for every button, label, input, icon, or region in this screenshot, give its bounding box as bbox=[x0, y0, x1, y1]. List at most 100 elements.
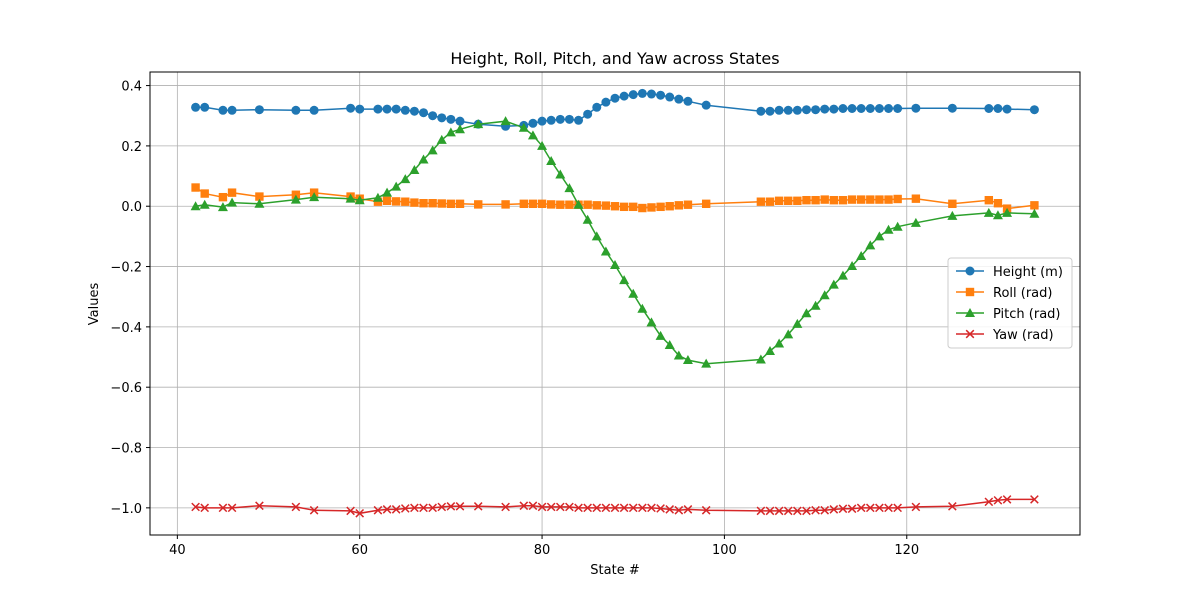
roll-point bbox=[911, 194, 921, 203]
height-point bbox=[665, 92, 675, 102]
roll-point bbox=[893, 194, 902, 204]
pitch-point bbox=[1002, 207, 1013, 217]
height-point bbox=[437, 113, 447, 123]
x-tick-label: 40 bbox=[169, 543, 186, 558]
y-tick-label: −0.4 bbox=[110, 321, 142, 336]
yaw-point bbox=[1002, 495, 1012, 504]
yaw-point bbox=[884, 503, 893, 513]
pitch-point bbox=[910, 217, 921, 227]
legend-entry-yaw: Yaw (rad) bbox=[956, 328, 1054, 343]
legend-swatch-marker bbox=[965, 329, 975, 339]
pitch-point bbox=[573, 199, 584, 209]
yaw-point bbox=[829, 505, 839, 514]
pitch-point bbox=[1029, 208, 1040, 218]
yaw-point bbox=[811, 505, 820, 515]
pitch-point bbox=[527, 130, 538, 140]
pitch-point bbox=[673, 350, 684, 360]
yaw-point bbox=[546, 502, 556, 512]
height-point bbox=[564, 114, 574, 124]
roll-point bbox=[829, 195, 839, 205]
pitch-point bbox=[564, 183, 575, 193]
pitch-point bbox=[591, 231, 602, 241]
pitch-point bbox=[801, 308, 812, 318]
pitch-point bbox=[227, 197, 238, 207]
roll-point bbox=[784, 196, 793, 205]
roll-point bbox=[774, 196, 784, 205]
yaw-point bbox=[400, 504, 410, 513]
y-tick-label: 0.0 bbox=[121, 200, 142, 215]
yaw-point bbox=[856, 503, 866, 513]
height-point bbox=[820, 104, 830, 114]
roll-point bbox=[519, 199, 529, 209]
pitch-point bbox=[418, 154, 429, 164]
height-point bbox=[701, 100, 711, 110]
pitch-point bbox=[518, 122, 529, 132]
pitch-point bbox=[473, 119, 484, 129]
pitch-point bbox=[290, 194, 301, 204]
pitch-point bbox=[774, 338, 785, 348]
pitch-point bbox=[847, 260, 858, 270]
yaw-point bbox=[847, 504, 857, 514]
roll-point bbox=[884, 195, 893, 204]
roll-point bbox=[866, 195, 875, 204]
roll-point bbox=[820, 195, 829, 204]
yaw-point bbox=[446, 502, 456, 511]
height-point bbox=[191, 102, 201, 112]
yaw-point bbox=[373, 505, 383, 515]
roll-point bbox=[255, 192, 264, 201]
yaw-point bbox=[191, 502, 200, 512]
pitch-point bbox=[828, 279, 839, 289]
x-tick-label: 60 bbox=[351, 543, 368, 558]
roll-point bbox=[665, 202, 674, 211]
yaw-point bbox=[355, 508, 365, 518]
height-point bbox=[774, 105, 784, 115]
roll-point bbox=[556, 200, 565, 209]
roll-point bbox=[838, 195, 848, 205]
pitch-point bbox=[455, 124, 465, 134]
legend-swatch-marker bbox=[965, 308, 975, 317]
height-point bbox=[428, 111, 438, 121]
yaw-point bbox=[200, 503, 210, 513]
yaw-point bbox=[647, 503, 656, 513]
height-point bbox=[218, 105, 228, 115]
pitch-point bbox=[436, 134, 447, 144]
roll-point bbox=[391, 197, 401, 206]
axes-frame bbox=[149, 71, 1081, 536]
y-tick-label: −1.0 bbox=[110, 502, 142, 517]
pitch-point bbox=[755, 354, 766, 364]
yaw-point bbox=[993, 495, 1003, 505]
roll-point bbox=[765, 197, 775, 206]
yaw-point bbox=[574, 503, 583, 513]
legend-entry-roll: Roll (rad) bbox=[956, 286, 1052, 301]
roll-point bbox=[993, 199, 1003, 208]
pitch-point bbox=[445, 127, 456, 137]
height-point bbox=[756, 106, 766, 116]
legend-entry-pitch: Pitch (rad) bbox=[956, 307, 1061, 322]
roll-point bbox=[674, 201, 684, 210]
pitch-point bbox=[199, 199, 210, 209]
pitch-point bbox=[646, 317, 657, 327]
height-point bbox=[656, 90, 666, 100]
x-tick-label: 100 bbox=[712, 543, 737, 558]
y-axis-label: Values bbox=[87, 283, 102, 326]
yaw-point bbox=[555, 502, 565, 512]
pitch-point bbox=[992, 210, 1003, 220]
pitch-point bbox=[637, 303, 648, 313]
height-point bbox=[346, 103, 356, 113]
roll-point bbox=[583, 200, 592, 209]
pitch-point bbox=[628, 288, 639, 298]
height-point bbox=[583, 109, 593, 119]
height-series bbox=[191, 88, 1039, 131]
y-tick-label: 0.2 bbox=[121, 140, 142, 155]
legend-label: Height (m) bbox=[993, 265, 1063, 280]
pitch-point bbox=[664, 339, 675, 349]
yaw-point bbox=[948, 502, 957, 511]
pitch-point bbox=[555, 169, 566, 179]
height-point bbox=[546, 115, 556, 125]
roll-point bbox=[601, 201, 611, 210]
y-tick-label: −0.6 bbox=[110, 381, 142, 396]
height-point bbox=[884, 103, 894, 113]
yaw-point bbox=[528, 501, 538, 511]
roll-point bbox=[200, 189, 209, 198]
